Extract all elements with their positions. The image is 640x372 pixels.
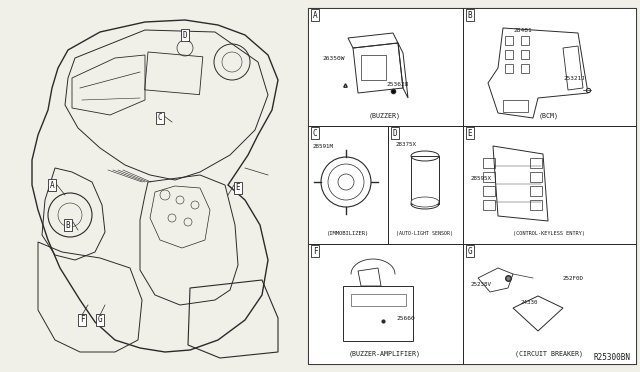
- Bar: [308, 126, 388, 244]
- Text: (AUTO-LIGHT SENSOR): (AUTO-LIGHT SENSOR): [397, 231, 454, 237]
- Text: B: B: [468, 10, 472, 19]
- Bar: [521, 50, 529, 59]
- Bar: [308, 8, 636, 364]
- Text: 28375X: 28375X: [396, 141, 417, 147]
- Bar: [505, 36, 513, 45]
- Bar: [483, 172, 495, 182]
- Text: (CIRCUIT BREAKER): (CIRCUIT BREAKER): [515, 351, 583, 357]
- Bar: [530, 200, 542, 210]
- Text: A: A: [50, 180, 54, 189]
- Text: 25238V: 25238V: [471, 282, 492, 286]
- Bar: [505, 64, 513, 73]
- Bar: [530, 158, 542, 168]
- Text: 25660: 25660: [396, 315, 415, 321]
- Text: (BUZZER-AMPLIFIER): (BUZZER-AMPLIFIER): [349, 351, 421, 357]
- Text: (BUZZER): (BUZZER): [369, 113, 401, 119]
- Bar: [463, 244, 636, 364]
- Text: E: E: [236, 183, 240, 192]
- Text: G: G: [98, 315, 102, 324]
- Text: 24330: 24330: [521, 299, 538, 305]
- Text: 253628: 253628: [386, 81, 408, 87]
- Text: 26350W: 26350W: [322, 55, 344, 61]
- Text: B: B: [66, 221, 70, 230]
- Ellipse shape: [411, 197, 439, 207]
- Bar: [483, 186, 495, 196]
- Bar: [343, 286, 413, 341]
- Text: R25300BN: R25300BN: [593, 353, 630, 362]
- Text: G: G: [468, 247, 472, 256]
- Text: (IMMOBILIZER): (IMMOBILIZER): [327, 231, 369, 237]
- Bar: [145, 52, 203, 94]
- Text: E: E: [468, 128, 472, 138]
- Text: D: D: [393, 128, 397, 138]
- Bar: [388, 126, 463, 244]
- Text: F: F: [313, 247, 317, 256]
- Bar: [521, 64, 529, 73]
- Text: C: C: [313, 128, 317, 138]
- Bar: [361, 55, 386, 80]
- Bar: [463, 126, 636, 244]
- Text: C: C: [157, 113, 163, 122]
- Text: 28595X: 28595X: [471, 176, 492, 180]
- Bar: [521, 36, 529, 45]
- Text: D: D: [182, 31, 188, 39]
- Bar: [463, 8, 636, 126]
- Bar: [308, 8, 463, 126]
- Text: (BCM): (BCM): [539, 113, 559, 119]
- Text: 28481: 28481: [513, 28, 532, 32]
- Bar: [505, 50, 513, 59]
- Bar: [503, 100, 528, 112]
- Bar: [351, 294, 406, 306]
- Bar: [483, 200, 495, 210]
- Text: 28591M: 28591M: [313, 144, 334, 148]
- Text: F: F: [80, 315, 84, 324]
- Bar: [411, 156, 439, 204]
- Bar: [530, 172, 542, 182]
- Bar: [530, 186, 542, 196]
- Text: 252F0D: 252F0D: [563, 276, 584, 282]
- Text: (CONTROL-KEYLESS ENTRY): (CONTROL-KEYLESS ENTRY): [513, 231, 585, 237]
- Bar: [308, 244, 463, 364]
- Bar: [483, 158, 495, 168]
- Text: A: A: [313, 10, 317, 19]
- Text: 25321J: 25321J: [563, 76, 585, 80]
